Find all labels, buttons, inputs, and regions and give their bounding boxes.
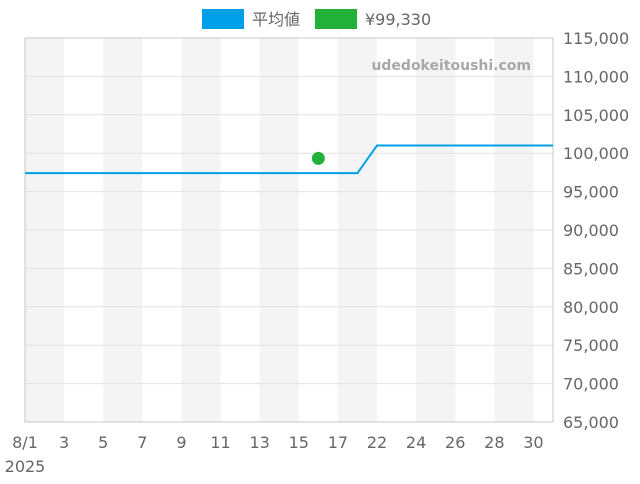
legend: 平均値 ¥99,330 [202, 9, 431, 29]
x-tick-label: 28 [484, 433, 504, 452]
x-tick-label: 9 [176, 433, 186, 452]
price-point [311, 151, 325, 165]
x-tick-label: 26 [445, 433, 465, 452]
x-tick-label: 15 [289, 433, 309, 452]
x-tick-label: 7 [137, 433, 147, 452]
x-tick-label: 13 [249, 433, 269, 452]
legend-swatch-price [315, 9, 357, 29]
y-tick-label: 105,000 [563, 106, 629, 125]
x-tick-label: 3 [59, 433, 69, 452]
x-tick-label: 11 [210, 433, 230, 452]
x-tick-label: 8/1 [12, 433, 38, 452]
legend-swatch-average [202, 9, 244, 29]
watermark: udedokeitoushi.com [371, 58, 531, 74]
x-axis: 8/1 3 5 7 9 11 13 15 17 22 24 26 28 30 [12, 433, 543, 452]
y-tick-label: 100,000 [563, 144, 629, 163]
y-tick-label: 80,000 [563, 298, 619, 317]
x-tick-label: 30 [523, 433, 543, 452]
x-year-label: 2025 [5, 457, 46, 476]
y-tick-label: 85,000 [563, 259, 619, 278]
legend-item-price[interactable]: ¥99,330 [315, 9, 431, 29]
plot-frame [24, 37, 554, 423]
average-price-line [25, 144, 553, 175]
y-axis: 65,000 70,000 75,000 80,000 85,000 90,000 95,0… [563, 29, 629, 432]
x-tick-label: 5 [98, 433, 108, 452]
y-tick-label: 70,000 [563, 375, 619, 394]
y-tick-label: 110,000 [563, 67, 629, 86]
x-tick-label: 24 [406, 433, 426, 452]
legend-label-price: ¥99,330 [365, 10, 431, 29]
y-tick-label: 115,000 [563, 29, 629, 48]
x-tick-label: 17 [328, 433, 348, 452]
y-tick-label: 90,000 [563, 221, 619, 240]
y-tick-label: 95,000 [563, 183, 619, 202]
x-tick-label: 22 [367, 433, 387, 452]
y-tick-label: 65,000 [563, 413, 619, 432]
y-tick-label: 75,000 [563, 336, 619, 355]
legend-item-average[interactable]: 平均値 [202, 9, 300, 29]
legend-label-average: 平均値 [252, 10, 300, 29]
series-layer [25, 144, 553, 175]
